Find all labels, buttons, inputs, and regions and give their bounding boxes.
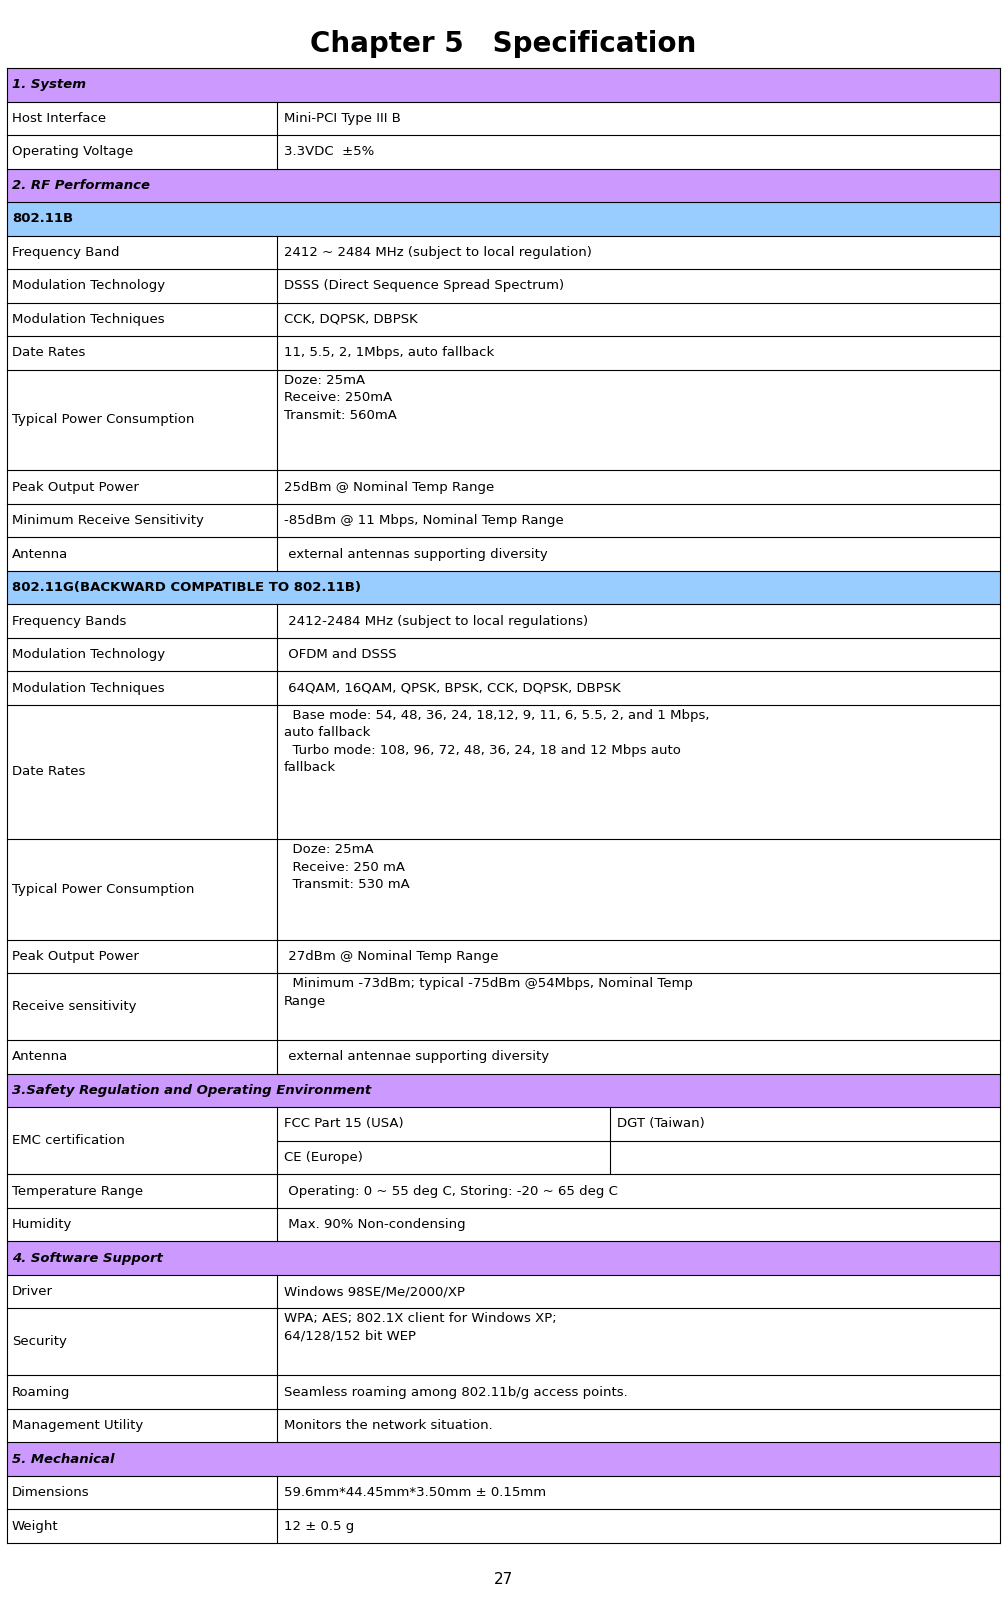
Bar (7, 638, 1000, 671)
Text: WPA; AES; 802.1X client for Windows XP;
64/128/152 bit WEP: WPA; AES; 802.1X client for Windows XP; … (284, 1312, 557, 1342)
Bar (7, 503, 1000, 537)
Text: Temperature Range: Temperature Range (12, 1184, 143, 1197)
Text: 5. Mechanical: 5. Mechanical (12, 1453, 115, 1465)
Text: 12 ± 0.5 g: 12 ± 0.5 g (284, 1520, 354, 1532)
Bar (7, 69, 1000, 102)
Text: Typical Power Consumption: Typical Power Consumption (12, 882, 194, 896)
Text: 2412-2484 MHz (subject to local regulations): 2412-2484 MHz (subject to local regulati… (284, 615, 588, 628)
Bar (7, 1242, 1000, 1275)
Text: DGT (Taiwan): DGT (Taiwan) (616, 1117, 704, 1130)
Bar (7, 1443, 1000, 1477)
Text: Minimum Receive Sensitivity: Minimum Receive Sensitivity (12, 515, 203, 527)
Text: 802.11B: 802.11B (12, 213, 74, 225)
Bar (7, 1040, 1000, 1074)
Text: Antenna: Antenna (12, 548, 68, 561)
Bar (7, 1175, 1000, 1208)
Bar (7, 1309, 1000, 1376)
Bar (7, 705, 1000, 839)
Text: Management Utility: Management Utility (12, 1419, 143, 1432)
Text: 27: 27 (493, 1572, 514, 1587)
Bar (7, 268, 1000, 302)
Text: Receive sensitivity: Receive sensitivity (12, 1000, 137, 1013)
Text: FCC Part 15 (USA): FCC Part 15 (USA) (284, 1117, 404, 1130)
Text: Security: Security (12, 1336, 66, 1349)
Bar (7, 1510, 1000, 1544)
Bar (7, 302, 1000, 336)
Text: Roaming: Roaming (12, 1385, 70, 1398)
Bar (7, 1208, 1000, 1242)
Text: 2412 ~ 2484 MHz (subject to local regulation): 2412 ~ 2484 MHz (subject to local regula… (284, 246, 592, 259)
Text: Chapter 5   Specification: Chapter 5 Specification (310, 30, 697, 58)
Text: Minimum -73dBm; typical -75dBm @54Mbps, Nominal Temp
Range: Minimum -73dBm; typical -75dBm @54Mbps, … (284, 976, 693, 1008)
Text: Typical Power Consumption: Typical Power Consumption (12, 414, 194, 427)
Bar (7, 168, 1000, 201)
Bar (7, 136, 1000, 168)
Text: Date Rates: Date Rates (12, 347, 86, 360)
Bar (7, 537, 1000, 570)
Bar (7, 1409, 1000, 1443)
Text: Date Rates: Date Rates (12, 765, 86, 778)
Bar (7, 235, 1000, 268)
Text: Modulation Technology: Modulation Technology (12, 280, 165, 292)
Text: Frequency Bands: Frequency Bands (12, 615, 126, 628)
Text: 27dBm @ Nominal Temp Range: 27dBm @ Nominal Temp Range (284, 949, 498, 964)
Text: CE (Europe): CE (Europe) (284, 1151, 363, 1163)
Bar (7, 973, 1000, 1040)
Text: Doze: 25mA
Receive: 250mA
Transmit: 560mA: Doze: 25mA Receive: 250mA Transmit: 560m… (284, 374, 397, 422)
Text: Modulation Techniques: Modulation Techniques (12, 313, 164, 326)
Text: Monitors the network situation.: Monitors the network situation. (284, 1419, 492, 1432)
Text: Base mode: 54, 48, 36, 24, 18,12, 9, 11, 6, 5.5, 2, and 1 Mbps,
auto fallback
  : Base mode: 54, 48, 36, 24, 18,12, 9, 11,… (284, 710, 710, 775)
Bar (7, 336, 1000, 369)
Bar (7, 470, 1000, 503)
Bar (7, 570, 1000, 604)
Text: CCK, DQPSK, DBPSK: CCK, DQPSK, DBPSK (284, 313, 418, 326)
Text: Dimensions: Dimensions (12, 1486, 90, 1499)
Text: Driver: Driver (12, 1285, 53, 1298)
Text: 3.Safety Regulation and Operating Environment: 3.Safety Regulation and Operating Enviro… (12, 1083, 372, 1096)
Bar (7, 940, 1000, 973)
Bar (7, 201, 1000, 235)
Bar (7, 1275, 1000, 1309)
Text: 59.6mm*44.45mm*3.50mm ± 0.15mm: 59.6mm*44.45mm*3.50mm ± 0.15mm (284, 1486, 546, 1499)
Bar (7, 839, 1000, 940)
Text: 1. System: 1. System (12, 78, 86, 91)
Text: Operating Voltage: Operating Voltage (12, 145, 133, 158)
Bar (7, 604, 1000, 638)
Text: 4. Software Support: 4. Software Support (12, 1251, 163, 1264)
Bar (7, 1107, 1000, 1175)
Text: Peak Output Power: Peak Output Power (12, 481, 139, 494)
Text: OFDM and DSSS: OFDM and DSSS (284, 649, 397, 662)
Text: 2. RF Performance: 2. RF Performance (12, 179, 150, 192)
Text: EMC certification: EMC certification (12, 1135, 125, 1147)
Text: Mini-PCI Type III B: Mini-PCI Type III B (284, 112, 401, 125)
Text: external antennas supporting diversity: external antennas supporting diversity (284, 548, 548, 561)
Text: Seamless roaming among 802.11b/g access points.: Seamless roaming among 802.11b/g access … (284, 1385, 627, 1398)
Bar (7, 369, 1000, 470)
Bar (7, 1477, 1000, 1510)
Text: Weight: Weight (12, 1520, 58, 1532)
Text: 25dBm @ Nominal Temp Range: 25dBm @ Nominal Temp Range (284, 481, 494, 494)
Text: Host Interface: Host Interface (12, 112, 106, 125)
Text: Humidity: Humidity (12, 1218, 73, 1230)
Text: -85dBm @ 11 Mbps, Nominal Temp Range: -85dBm @ 11 Mbps, Nominal Temp Range (284, 515, 564, 527)
Text: DSSS (Direct Sequence Spread Spectrum): DSSS (Direct Sequence Spread Spectrum) (284, 280, 564, 292)
Text: Antenna: Antenna (12, 1050, 68, 1063)
Bar (7, 1074, 1000, 1107)
Text: external antennae supporting diversity: external antennae supporting diversity (284, 1050, 549, 1063)
Text: Frequency Band: Frequency Band (12, 246, 120, 259)
Text: Doze: 25mA
  Receive: 250 mA
  Transmit: 530 mA: Doze: 25mA Receive: 250 mA Transmit: 530… (284, 844, 410, 892)
Bar (7, 1376, 1000, 1409)
Text: 802.11G(BACKWARD COMPATIBLE TO 802.11B): 802.11G(BACKWARD COMPATIBLE TO 802.11B) (12, 582, 361, 594)
Bar (7, 671, 1000, 705)
Text: Operating: 0 ~ 55 deg C, Storing: -20 ~ 65 deg C: Operating: 0 ~ 55 deg C, Storing: -20 ~ … (284, 1184, 618, 1197)
Text: Peak Output Power: Peak Output Power (12, 949, 139, 964)
Text: 3.3VDC  ±5%: 3.3VDC ±5% (284, 145, 375, 158)
Bar (7, 102, 1000, 136)
Text: Max. 90% Non-condensing: Max. 90% Non-condensing (284, 1218, 465, 1230)
Text: 11, 5.5, 2, 1Mbps, auto fallback: 11, 5.5, 2, 1Mbps, auto fallback (284, 347, 494, 360)
Text: Modulation Technology: Modulation Technology (12, 649, 165, 662)
Text: Windows 98SE/Me/2000/XP: Windows 98SE/Me/2000/XP (284, 1285, 465, 1298)
Text: Modulation Techniques: Modulation Techniques (12, 682, 164, 695)
Text: 64QAM, 16QAM, QPSK, BPSK, CCK, DQPSK, DBPSK: 64QAM, 16QAM, QPSK, BPSK, CCK, DQPSK, DB… (284, 682, 621, 695)
